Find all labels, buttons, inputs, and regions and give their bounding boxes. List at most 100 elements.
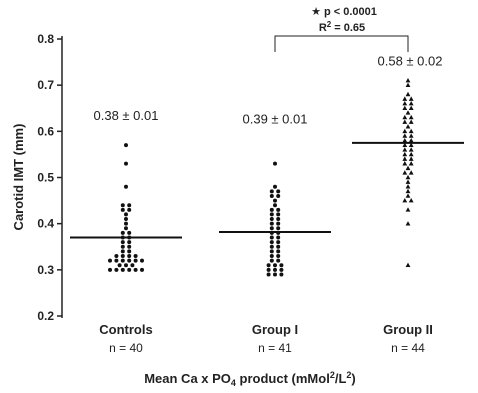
data-point — [269, 235, 274, 240]
data-point — [269, 207, 274, 212]
data-point — [405, 174, 411, 180]
data-point — [120, 240, 125, 245]
x-axis-title: Mean Ca x PO4 product (mMol2/L2) — [144, 370, 356, 388]
xlabel-sub: 4 — [231, 378, 236, 388]
significance-bracket — [274, 35, 409, 52]
data-point — [276, 221, 281, 226]
data-point — [127, 249, 132, 254]
data-point — [108, 258, 112, 263]
data-point — [408, 170, 414, 175]
y-axis-title: Carotid IMT (mm) — [11, 124, 26, 231]
data-point — [124, 263, 128, 268]
data-point — [133, 253, 138, 258]
data-point — [127, 240, 132, 245]
r2-value: = 0.65 — [331, 22, 365, 34]
category-label-group-ii: Group II — [383, 322, 433, 337]
data-point — [402, 137, 408, 143]
data-point — [408, 114, 414, 120]
data-point — [269, 212, 274, 217]
data-point — [276, 258, 281, 263]
group-i-mean-annotation: 0.39 ± 0.01 — [243, 111, 308, 126]
data-point — [120, 207, 125, 212]
data-point — [408, 105, 414, 111]
data-point — [127, 253, 132, 258]
data-point — [276, 249, 281, 254]
data-point — [408, 133, 414, 138]
data-point — [127, 258, 132, 263]
data-point — [269, 193, 274, 198]
data-point — [276, 207, 281, 212]
data-point — [402, 142, 408, 147]
controls-mean-annotation: 0.38 ± 0.01 — [94, 108, 159, 123]
data-point — [402, 170, 408, 175]
y-tick-label: 0.4 — [37, 217, 54, 231]
data-point — [405, 124, 411, 129]
n-label-controls: n = 40 — [109, 341, 143, 355]
data-point — [269, 258, 274, 263]
p-value-label: ★ p < 0.0001 — [311, 6, 377, 18]
data-point — [279, 267, 284, 272]
data-point — [266, 267, 271, 272]
data-point — [127, 207, 132, 212]
data-point — [120, 249, 125, 254]
data-point — [120, 267, 125, 272]
data-point — [273, 198, 277, 203]
data-point — [117, 263, 122, 268]
data-point — [124, 161, 128, 166]
data-point — [273, 184, 277, 189]
data-point — [402, 114, 408, 120]
data-point — [402, 133, 408, 138]
data-point — [276, 253, 281, 258]
data-point — [408, 147, 414, 152]
data-point — [120, 230, 125, 235]
data-point — [276, 244, 281, 249]
y-tick-label: 0.7 — [37, 78, 54, 92]
y-tick-label: 0.5 — [37, 171, 54, 185]
xlabel-sup2: 2 — [346, 370, 351, 380]
data-point — [269, 226, 274, 231]
data-point — [405, 91, 411, 97]
category-label-controls: Controls — [99, 322, 152, 337]
data-point — [140, 267, 144, 272]
data-point — [405, 262, 411, 268]
data-point — [405, 179, 411, 184]
data-point — [276, 212, 281, 217]
data-point — [273, 203, 277, 208]
data-point — [124, 221, 128, 226]
xlabel-unit-open: product (mMol — [236, 371, 330, 386]
data-point — [127, 244, 132, 249]
data-point — [269, 221, 274, 226]
data-point — [273, 267, 277, 272]
data-point — [133, 258, 138, 263]
data-point — [408, 161, 414, 166]
data-point — [405, 221, 411, 226]
data-point — [269, 217, 274, 222]
data-point — [276, 235, 281, 240]
data-point — [405, 82, 411, 87]
data-point — [124, 212, 128, 217]
xlabel-unit-close: ) — [351, 371, 355, 386]
data-point — [405, 184, 411, 189]
category-label-group-i: Group I — [252, 322, 298, 337]
data-point — [140, 258, 144, 263]
data-point — [402, 161, 408, 166]
y-ticks: 0.2 0.3 0.4 0.5 0.6 0.7 0.8 — [37, 32, 62, 323]
data-point — [124, 143, 128, 148]
data-point — [402, 101, 408, 106]
mean-lines — [70, 141, 464, 239]
xlabel-sup1: 2 — [330, 370, 335, 380]
data-point — [405, 193, 411, 198]
data-point — [114, 267, 119, 272]
r2-main: R — [319, 22, 327, 34]
xlabel-unit-mid: /L — [335, 371, 347, 386]
data-point — [402, 128, 408, 134]
y-tick-label: 0.6 — [37, 124, 54, 138]
data-point — [269, 249, 274, 254]
data-point — [402, 105, 408, 111]
y-tick-label: 0.3 — [37, 263, 54, 277]
data-point — [108, 267, 112, 272]
data-point — [408, 197, 414, 203]
n-label-group-ii: n = 44 — [391, 341, 425, 355]
data-point — [405, 207, 411, 212]
